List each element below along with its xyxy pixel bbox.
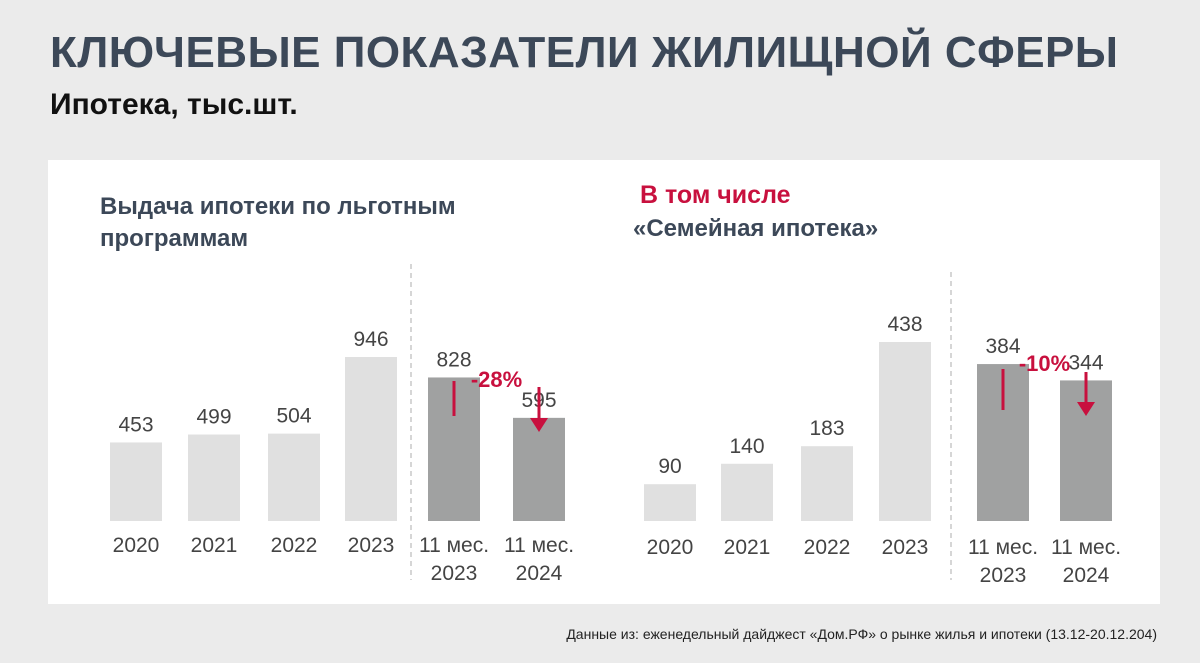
- family-category-label: 11 мес.: [1051, 536, 1121, 559]
- benefit-bar: [188, 434, 240, 521]
- benefit-bar: [268, 433, 320, 521]
- family-bar: [879, 342, 931, 521]
- family-category-label: 2023: [882, 536, 929, 559]
- charts-canvas: Выдача ипотеки по льготным программам 453 2…: [100, 181, 1121, 587]
- family-data-label: 384: [985, 335, 1020, 358]
- benefit-change-arrow-head-icon: [530, 418, 548, 432]
- page-subtitle: Ипотека, тыс.шт.: [50, 88, 298, 121]
- benefit-category-label: 11 мес.: [419, 534, 489, 557]
- benefit-category-label: 11 мес.: [504, 534, 574, 557]
- family-change-label: -10%: [1019, 351, 1070, 376]
- family-category-label: 2023: [980, 564, 1027, 587]
- family-category-label: 11 мес.: [968, 536, 1038, 559]
- family-category-label: 2022: [804, 536, 851, 559]
- benefit-category-label: 2022: [271, 534, 318, 557]
- benefit-data-label: 504: [276, 405, 311, 428]
- benefit-chart-title-line: программам: [100, 225, 248, 252]
- benefit-category-label: 2023: [431, 562, 478, 585]
- family-chart-pretitle: В том числе: [640, 181, 791, 209]
- benefit-data-label: 453: [118, 413, 153, 436]
- family-bar: [721, 463, 773, 521]
- family-data-label: 344: [1068, 351, 1103, 374]
- family-change-arrow-head-icon: [1077, 402, 1095, 416]
- source-note: Данные из: еженедельный дайджест «Дом.РФ…: [566, 626, 1157, 642]
- benefit-chart-title-line: Выдача ипотеки по льготным: [100, 193, 456, 220]
- benefit-data-label: 499: [196, 405, 231, 428]
- family-data-label: 90: [658, 455, 681, 478]
- benefit-data-label: 828: [436, 348, 471, 371]
- family-category-label: 2020: [647, 536, 694, 559]
- benefit-category-label: 2024: [516, 562, 563, 585]
- family-category-label: 2024: [1063, 564, 1110, 587]
- family-data-label: 140: [729, 435, 764, 458]
- page-title: КЛЮЧЕВЫЕ ПОКАЗАТЕЛИ ЖИЛИЩНОЙ СФЕРЫ: [50, 28, 1119, 77]
- benefit-bar: [110, 442, 162, 521]
- benefit-bar: [513, 417, 565, 521]
- family-data-label: 183: [809, 417, 844, 440]
- family-data-label: 438: [887, 313, 922, 336]
- benefit-data-label: 946: [353, 328, 388, 351]
- benefit-change-label: -28%: [471, 367, 522, 392]
- family-category-label: 2021: [724, 536, 771, 559]
- benefit-category-label: 2020: [113, 534, 160, 557]
- charts-panel: Выдача ипотеки по льготным программам 453 2…: [48, 160, 1160, 604]
- benefit-bar: [345, 357, 397, 521]
- family-bar: [644, 484, 696, 521]
- benefit-category-label: 2023: [348, 534, 395, 557]
- family-chart-title: «Семейная ипотека»: [633, 215, 878, 242]
- benefit-category-label: 2021: [191, 534, 238, 557]
- family-bar: [801, 446, 853, 521]
